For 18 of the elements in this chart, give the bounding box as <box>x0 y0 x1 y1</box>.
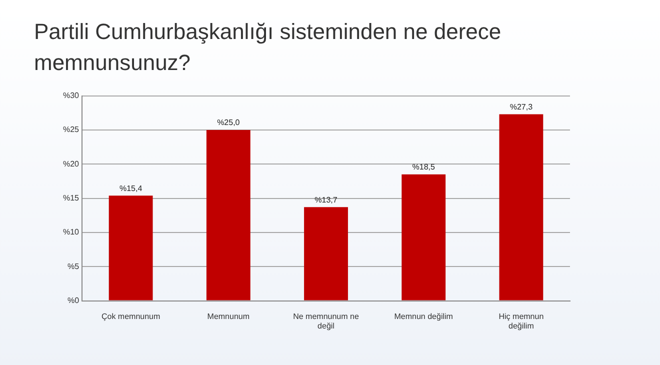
data-label: %25,0 <box>217 118 240 128</box>
data-label: %15,4 <box>119 184 143 193</box>
x-tick-label: Çok memnunum <box>101 312 160 321</box>
data-label: %18,5 <box>412 162 436 172</box>
x-tick-label: Ne memnunum ne değil <box>293 312 360 330</box>
y-tick-label: %15 <box>62 194 80 203</box>
y-tick-label: %0 <box>67 296 80 306</box>
y-tick-label: %25 <box>62 125 80 134</box>
y-tick-label: %30 <box>62 91 80 100</box>
x-tick-label: Hiç memnun değilim <box>498 312 544 330</box>
chart-title: Partili Cumhurbaşkanlığı sisteminden ne derece memnunsunuz? <box>34 18 502 77</box>
x-tick-label: Memnun değilim <box>394 312 454 321</box>
data-label: %13,7 <box>314 195 338 204</box>
y-tick-label: %20 <box>62 159 80 168</box>
y-tick-label: %10 <box>62 228 80 237</box>
y-tick-label: %5 <box>67 262 80 271</box>
data-label: %27,3 <box>510 102 534 112</box>
x-tick-label: Memnunum <box>207 312 250 321</box>
